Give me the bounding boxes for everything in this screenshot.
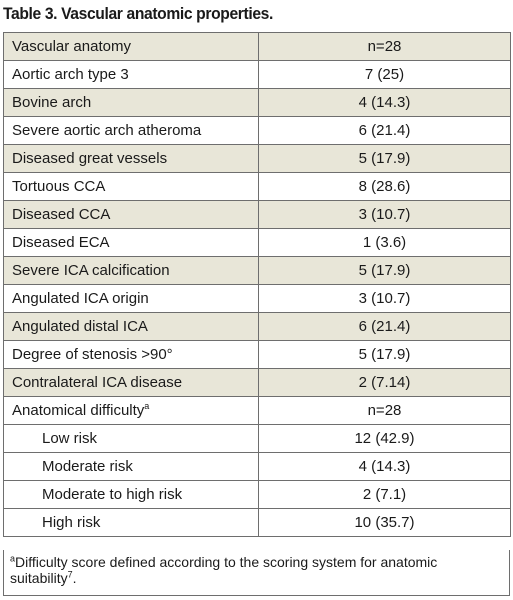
row-value: 2 (7.14) [258,368,511,397]
row-label-cell: Anatomical difficultya [3,396,259,425]
table-row: Diseased ECA 1 (3.6) [3,228,511,257]
row-value: 8 (28.6) [258,172,511,201]
row-label: Severe ICA calcification [12,262,170,279]
table-row: Low risk 12 (42.9) [3,424,511,453]
row-label: Diseased great vessels [12,150,168,167]
table-row: High risk 10 (35.7) [3,508,511,537]
row-label-cell: Vascular anatomy [3,32,259,61]
table-row: Degree of stenosis >90° 5 (17.9) [3,340,511,369]
row-label-cell: Severe ICA calcification [3,256,259,285]
footnote-end: . [72,570,77,586]
row-label-cell: Tortuous CCA [3,172,259,201]
row-label: Vascular anatomy [12,38,131,55]
row-label-cell: Degree of stenosis >90° [3,340,259,369]
row-label-cell: Moderate to high risk [3,480,259,509]
row-label: Diseased ECA [12,234,110,251]
row-label: Contralateral ICA disease [12,374,183,391]
row-label: Tortuous CCA [12,178,106,195]
row-value: 2 (7.1) [258,480,511,509]
row-label: Moderate to high risk [42,486,183,503]
row-label-cell: Angulated distal ICA [3,312,259,341]
table-body: Vascular anatomy n=28 Aortic arch type 3 7 … [3,32,511,537]
row-value: 3 (10.7) [258,284,511,313]
row-label: Angulated distal ICA [12,318,148,335]
row-value: 5 (17.9) [258,340,511,369]
row-label-cell: Diseased ECA [3,228,259,257]
table-row: Diseased CCA 3 (10.7) [3,200,511,229]
table-caption: Table 3. Vascular anatomic properties. [3,4,273,23]
row-value: 6 (21.4) [258,116,511,145]
row-value: 3 (10.7) [258,200,511,229]
row-value: 1 (3.6) [258,228,511,257]
table-row: Contralateral ICA disease 2 (7.14) [3,368,511,397]
row-label-superscript: a [144,401,150,411]
table-row: Severe aortic arch atheroma 6 (21.4) [3,116,511,145]
row-label-cell: Diseased great vessels [3,144,259,173]
table-row: Moderate risk 4 (14.3) [3,452,511,481]
row-value: 6 (21.4) [258,312,511,341]
row-label-cell: Low risk [3,424,259,453]
row-label: Low risk [42,430,98,447]
row-value: 10 (35.7) [258,508,511,537]
table-row: Angulated ICA origin 3 (10.7) [3,284,511,313]
footnote-reference: 7 [67,569,73,580]
row-label-cell: Diseased CCA [3,200,259,229]
row-label: Anatomical difficulty [12,402,145,419]
row-label-cell: High risk [3,508,259,537]
row-value: n=28 [258,32,511,61]
row-label: Aortic arch type 3 [12,66,129,83]
row-value: 5 (17.9) [258,144,511,173]
table-row: Aortic arch type 3 7 (25) [3,60,511,89]
row-value: n=28 [258,396,511,425]
table-footnote: aDifficulty score defined according to t… [3,550,510,596]
row-value: 12 (42.9) [258,424,511,453]
row-label-cell: Moderate risk [3,452,259,481]
row-label: High risk [42,514,101,531]
table-row: Tortuous CCA 8 (28.6) [3,172,511,201]
row-label-cell: Aortic arch type 3 [3,60,259,89]
table-row: Bovine arch 4 (14.3) [3,88,511,117]
row-label-cell: Angulated ICA origin [3,284,259,313]
row-label: Moderate risk [42,458,133,475]
table-row: Severe ICA calcification 5 (17.9) [3,256,511,285]
table-row: Moderate to high risk 2 (7.1) [3,480,511,509]
row-value: 7 (25) [258,60,511,89]
table-row: Vascular anatomy n=28 [3,32,511,61]
row-label-cell: Contralateral ICA disease [3,368,259,397]
table-row: Angulated distal ICA 6 (21.4) [3,312,511,341]
footnote-mark: a [10,553,16,564]
row-label-cell: Severe aortic arch atheroma [3,116,259,145]
row-value: 4 (14.3) [258,88,511,117]
row-label: Angulated ICA origin [12,290,149,307]
footnote-text: Difficulty score defined according to th… [10,554,438,586]
table-row: Diseased great vessels 5 (17.9) [3,144,511,173]
row-value: 5 (17.9) [258,256,511,285]
row-label: Bovine arch [12,94,92,111]
row-label: Severe aortic arch atheroma [12,122,202,139]
table-row: Anatomical difficultya n=28 [3,396,511,425]
row-label: Degree of stenosis >90° [12,346,173,363]
vascular-properties-table: Vascular anatomy n=28 Aortic arch type 3 7 … [3,32,511,537]
row-label-cell: Bovine arch [3,88,259,117]
row-value: 4 (14.3) [258,452,511,481]
row-label: Diseased CCA [12,206,111,223]
